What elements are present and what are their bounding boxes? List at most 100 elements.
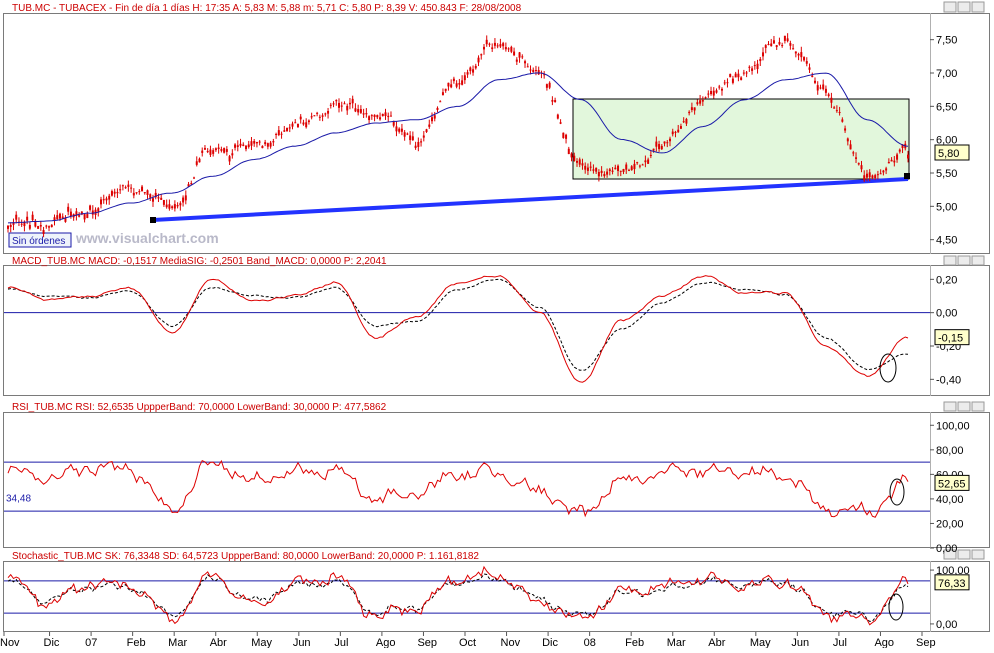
- current-value-box: [934, 474, 970, 491]
- current-value-box: [934, 574, 970, 591]
- close-button[interactable]: [971, 401, 985, 412]
- price-candle: [723, 82, 726, 84]
- price-candle: [696, 102, 699, 105]
- current-value-box: [934, 329, 970, 346]
- price-candle: [772, 40, 775, 44]
- macd-line: [7, 275, 909, 383]
- price-candle: [286, 127, 289, 132]
- macd-header: MACD_TUB.MC MACD: -0,1517 MediaSIG: -0,2…: [12, 256, 387, 267]
- price-candle: [534, 70, 537, 72]
- stochastic-sk-line: [7, 565, 909, 626]
- price-candle: [833, 107, 836, 109]
- price-candle: [313, 115, 316, 117]
- x-tick-label: Nov: [501, 637, 521, 648]
- price-candle: [157, 197, 160, 199]
- price-candle: [573, 155, 576, 161]
- price-candle: [20, 223, 23, 225]
- price-candle: [704, 97, 707, 99]
- price-candle: [130, 187, 133, 189]
- price-candle: [474, 65, 477, 69]
- tick-label: 6,00: [936, 135, 957, 147]
- maximize-button[interactable]: [957, 549, 971, 560]
- price-candle: [846, 138, 849, 142]
- price-candle: [455, 83, 458, 87]
- price-candle: [614, 167, 617, 170]
- minimize-button[interactable]: [943, 401, 957, 412]
- price-candle: [720, 88, 723, 91]
- price-candle: [305, 122, 308, 128]
- price-candle: [868, 172, 871, 178]
- price-candle: [647, 159, 650, 164]
- price-candle: [491, 47, 494, 50]
- price-candle: [102, 199, 105, 201]
- close-button[interactable]: [971, 549, 985, 560]
- price-candle: [652, 148, 655, 151]
- price-candle: [12, 222, 15, 225]
- rsi-window-buttons[interactable]: [943, 401, 985, 412]
- price-candle: [78, 215, 81, 217]
- minimize-button[interactable]: [943, 549, 957, 560]
- price-candle: [608, 169, 611, 172]
- maximize-button[interactable]: [957, 401, 971, 412]
- price-candle: [395, 126, 398, 132]
- price-candle: [143, 192, 146, 194]
- price-candle: [127, 184, 130, 187]
- price-candle: [253, 141, 256, 144]
- price-candle: [551, 99, 554, 102]
- price-candle: [357, 109, 360, 113]
- close-button[interactable]: [971, 1, 985, 13]
- price-candle: [409, 135, 412, 141]
- price-candle: [332, 103, 335, 105]
- rsi-left-label: 34,48: [6, 494, 31, 505]
- price-window-buttons[interactable]: [943, 1, 985, 13]
- close-button[interactable]: [971, 255, 985, 266]
- price-candle: [110, 191, 113, 196]
- price-candle: [603, 174, 606, 177]
- macd-window-buttons[interactable]: [943, 255, 985, 266]
- price-candle: [699, 100, 702, 104]
- price-candle: [794, 51, 797, 54]
- rsi-line: [7, 459, 909, 518]
- price-candle: [266, 143, 269, 147]
- minimize-button[interactable]: [943, 1, 957, 13]
- x-tick-label: Mar: [168, 637, 187, 648]
- price-candle: [340, 105, 343, 107]
- price-candle: [617, 165, 620, 171]
- tick-label: 4,50: [936, 235, 957, 247]
- current-value-label: 5,80: [938, 148, 959, 160]
- price-candle: [543, 74, 546, 76]
- price-candle: [420, 141, 423, 143]
- price-candle: [718, 86, 721, 88]
- x-tick-label: Dic: [44, 637, 60, 648]
- rsi-crossover-circle: [889, 478, 905, 506]
- minimize-button[interactable]: [943, 255, 957, 266]
- price-candle: [600, 170, 603, 174]
- price-candle: [86, 213, 89, 218]
- price-candle: [762, 52, 765, 57]
- price-candle: [277, 130, 280, 136]
- price-candle: [318, 116, 321, 118]
- current-value-box: [934, 144, 970, 161]
- price-candle: [485, 39, 488, 45]
- sin-ordenes-badge[interactable]: Sin órdenes: [8, 232, 72, 248]
- price-candle: [488, 43, 491, 45]
- price-candle: [816, 85, 819, 91]
- price-candle: [365, 113, 368, 115]
- x-tick-label: Nov: [0, 637, 20, 648]
- stochastic-window-buttons[interactable]: [943, 549, 985, 560]
- price-candle: [244, 145, 247, 150]
- price-candle: [67, 206, 70, 212]
- maximize-button[interactable]: [957, 255, 971, 266]
- x-tick-label: May: [750, 637, 771, 648]
- price-candle: [379, 117, 382, 120]
- maximize-button[interactable]: [957, 1, 971, 13]
- axis-ticks: 7,50 7,00 6,50 6,00 5,50 5,00 4,50 5,80 0,20 0,00…: [6, 35, 970, 631]
- price-candle: [849, 144, 852, 150]
- macd-panel: [3, 265, 990, 396]
- price-candle: [53, 217, 56, 221]
- price-candle: [860, 165, 863, 170]
- price-candle: [217, 147, 220, 149]
- price-candle: [688, 111, 691, 114]
- price-candle: [767, 43, 770, 45]
